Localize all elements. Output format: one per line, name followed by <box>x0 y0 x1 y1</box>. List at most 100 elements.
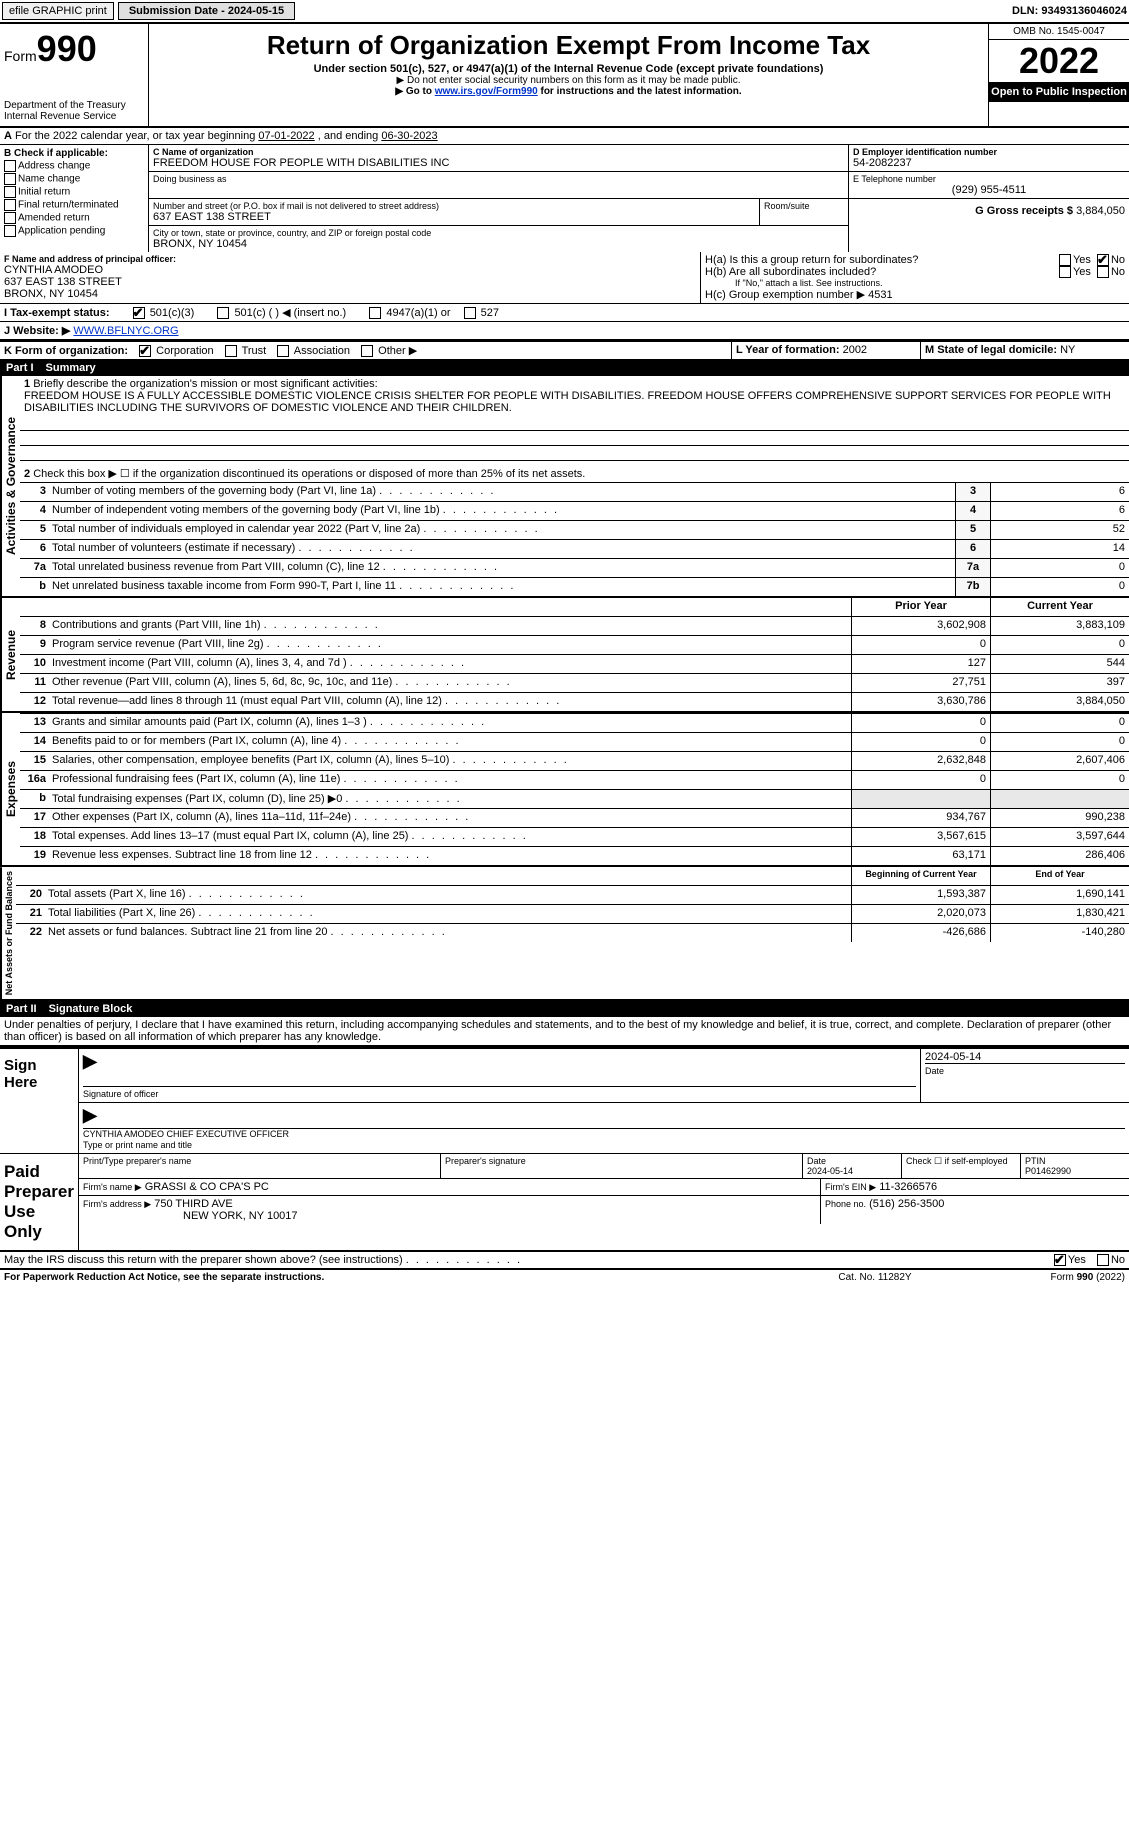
table-row: 8 Contributions and grants (Part VIII, l… <box>20 616 1129 635</box>
checkbox-501c[interactable] <box>217 307 229 319</box>
table-row: 17 Other expenses (Part IX, column (A), … <box>20 808 1129 827</box>
table-row: 6 Total number of volunteers (estimate i… <box>20 539 1129 558</box>
revenue-vert-label: Revenue <box>0 598 20 711</box>
sign-here-block: Sign Here ▶ Signature of officer 2024-05… <box>0 1047 1129 1153</box>
table-row: 21 Total liabilities (Part X, line 26) 2… <box>16 904 1129 923</box>
table-row: 14 Benefits paid to or for members (Part… <box>20 732 1129 751</box>
discuss-no: No <box>1111 1254 1125 1266</box>
corp-label: Corporation <box>156 345 213 357</box>
prior-year-value: 3,602,908 <box>851 617 990 635</box>
form-title: Return of Organization Exempt From Incom… <box>153 30 984 61</box>
part1-header: Part I Summary <box>0 360 1129 376</box>
checkbox-527[interactable] <box>464 307 476 319</box>
form-subtitle: Under section 501(c), 527, or 4947(a)(1)… <box>153 63 984 75</box>
checkbox-hb-yes[interactable] <box>1059 266 1071 278</box>
table-row: 19 Revenue less expenses. Subtract line … <box>20 846 1129 865</box>
checkbox-app-pending[interactable] <box>4 225 16 237</box>
efile-topbar: efile GRAPHIC print Submission Date - 20… <box>0 0 1129 24</box>
hb-yes: Yes <box>1073 266 1091 278</box>
begin-year-header: Beginning of Current Year <box>851 867 990 885</box>
row-label: Total fundraising expenses (Part IX, col… <box>50 790 851 808</box>
501c-label: 501(c) ( ) ◀ (insert no.) <box>234 307 346 319</box>
revenue-section: Revenue Prior Year Current Year 8 Contri… <box>0 598 1129 713</box>
checkbox-trust[interactable] <box>225 345 237 357</box>
hc-label: H(c) Group exemption number ▶ <box>705 289 865 301</box>
org-name: FREEDOM HOUSE FOR PEOPLE WITH DISABILITI… <box>153 157 844 169</box>
blank-num <box>16 867 46 885</box>
row-label: Investment income (Part VIII, column (A)… <box>50 655 851 673</box>
ha-label: H(a) Is this a group return for subordin… <box>705 254 1059 266</box>
blank-num <box>20 598 50 616</box>
checkbox-hb-no[interactable] <box>1097 266 1109 278</box>
ein-value: 54-2082237 <box>853 157 1125 169</box>
firm-ein: 11-3266576 <box>879 1181 937 1193</box>
checkbox-initial-return[interactable] <box>4 186 16 198</box>
checkbox-amended[interactable] <box>4 212 16 224</box>
table-row: 5 Total number of individuals employed i… <box>20 520 1129 539</box>
row-num: 13 <box>20 714 50 732</box>
row-value: 0 <box>990 578 1129 596</box>
domicile-label: M State of legal domicile: <box>925 344 1057 356</box>
form-prefix: Form <box>4 48 37 64</box>
irs-link[interactable]: www.irs.gov/Form990 <box>435 86 538 97</box>
checkbox-name-change[interactable] <box>4 173 16 185</box>
footer-mid: Cat. No. 11282Y <box>775 1272 975 1283</box>
prior-year-value: -426,686 <box>851 924 990 942</box>
row-label: Number of voting members of the governin… <box>50 483 955 501</box>
hb-label: H(b) Are all subordinates included? <box>705 266 1059 278</box>
current-year-value: 544 <box>990 655 1129 673</box>
row-label: Total expenses. Add lines 13–17 (must eq… <box>50 828 851 846</box>
527-label: 527 <box>481 307 499 319</box>
line-ref: 6 <box>955 540 990 558</box>
current-year-value: 2,607,406 <box>990 752 1129 770</box>
website-link[interactable]: WWW.BFLNYC.ORG <box>73 325 178 337</box>
phone-value: (929) 955-4511 <box>853 184 1125 196</box>
org-name-label: C Name of organization <box>153 147 844 157</box>
checkbox-assoc[interactable] <box>277 345 289 357</box>
checkbox-discuss-no[interactable] <box>1097 1254 1109 1266</box>
submission-date-button[interactable]: Submission Date - 2024-05-15 <box>118 2 295 20</box>
paid-preparer-block: Paid Preparer Use Only Print/Type prepar… <box>0 1153 1129 1250</box>
prior-year-value: 1,593,387 <box>851 886 990 904</box>
checkbox-address-change[interactable] <box>4 160 16 172</box>
sign-date-label: Date <box>925 1066 944 1076</box>
form-number: Form990 <box>4 28 144 70</box>
row-num: 17 <box>20 809 50 827</box>
row-value: 6 <box>990 502 1129 520</box>
checkbox-corp[interactable] <box>139 345 151 357</box>
row-num: 15 <box>20 752 50 770</box>
row-label: Total liabilities (Part X, line 26) <box>46 905 851 923</box>
checkbox-ha-no[interactable] <box>1097 254 1109 266</box>
501c3-label: 501(c)(3) <box>150 307 195 319</box>
checkbox-discuss-yes[interactable] <box>1054 1254 1066 1266</box>
row-num: 14 <box>20 733 50 751</box>
current-year-value <box>990 790 1129 808</box>
sign-date: 2024-05-14 <box>925 1051 1125 1063</box>
table-row: 7a Total unrelated business revenue from… <box>20 558 1129 577</box>
prep-sig-label: Preparer's signature <box>445 1156 798 1166</box>
prep-selfemp-label: Check ☐ if self-employed <box>906 1156 1016 1167</box>
row-value: 14 <box>990 540 1129 558</box>
ptin-label: PTIN <box>1025 1156 1125 1166</box>
table-row: 13 Grants and similar amounts paid (Part… <box>20 713 1129 732</box>
hb-no: No <box>1111 266 1125 278</box>
initial-return-label: Initial return <box>18 187 70 198</box>
table-row: 12 Total revenue—add lines 8 through 11 … <box>20 692 1129 711</box>
ha-yes: Yes <box>1073 254 1091 266</box>
checkbox-ha-yes[interactable] <box>1059 254 1071 266</box>
checkbox-other[interactable] <box>361 345 373 357</box>
firm-phone-label: Phone no. <box>825 1199 866 1209</box>
checkbox-4947[interactable] <box>369 307 381 319</box>
tax-status-label: I Tax-exempt status: <box>4 307 110 319</box>
checkbox-final-return[interactable] <box>4 199 16 211</box>
row-label: Total revenue—add lines 8 through 11 (mu… <box>50 693 851 711</box>
dots <box>406 1254 522 1266</box>
row-num: 19 <box>20 847 50 865</box>
row-label: Grants and similar amounts paid (Part IX… <box>50 714 851 732</box>
table-row: 4 Number of independent voting members o… <box>20 501 1129 520</box>
row-label: Contributions and grants (Part VIII, lin… <box>50 617 851 635</box>
tax-year-begin: 07-01-2022 <box>258 130 314 142</box>
phone-label: E Telephone number <box>853 174 1125 184</box>
checkbox-501c3[interactable] <box>133 307 145 319</box>
assoc-label: Association <box>294 345 350 357</box>
